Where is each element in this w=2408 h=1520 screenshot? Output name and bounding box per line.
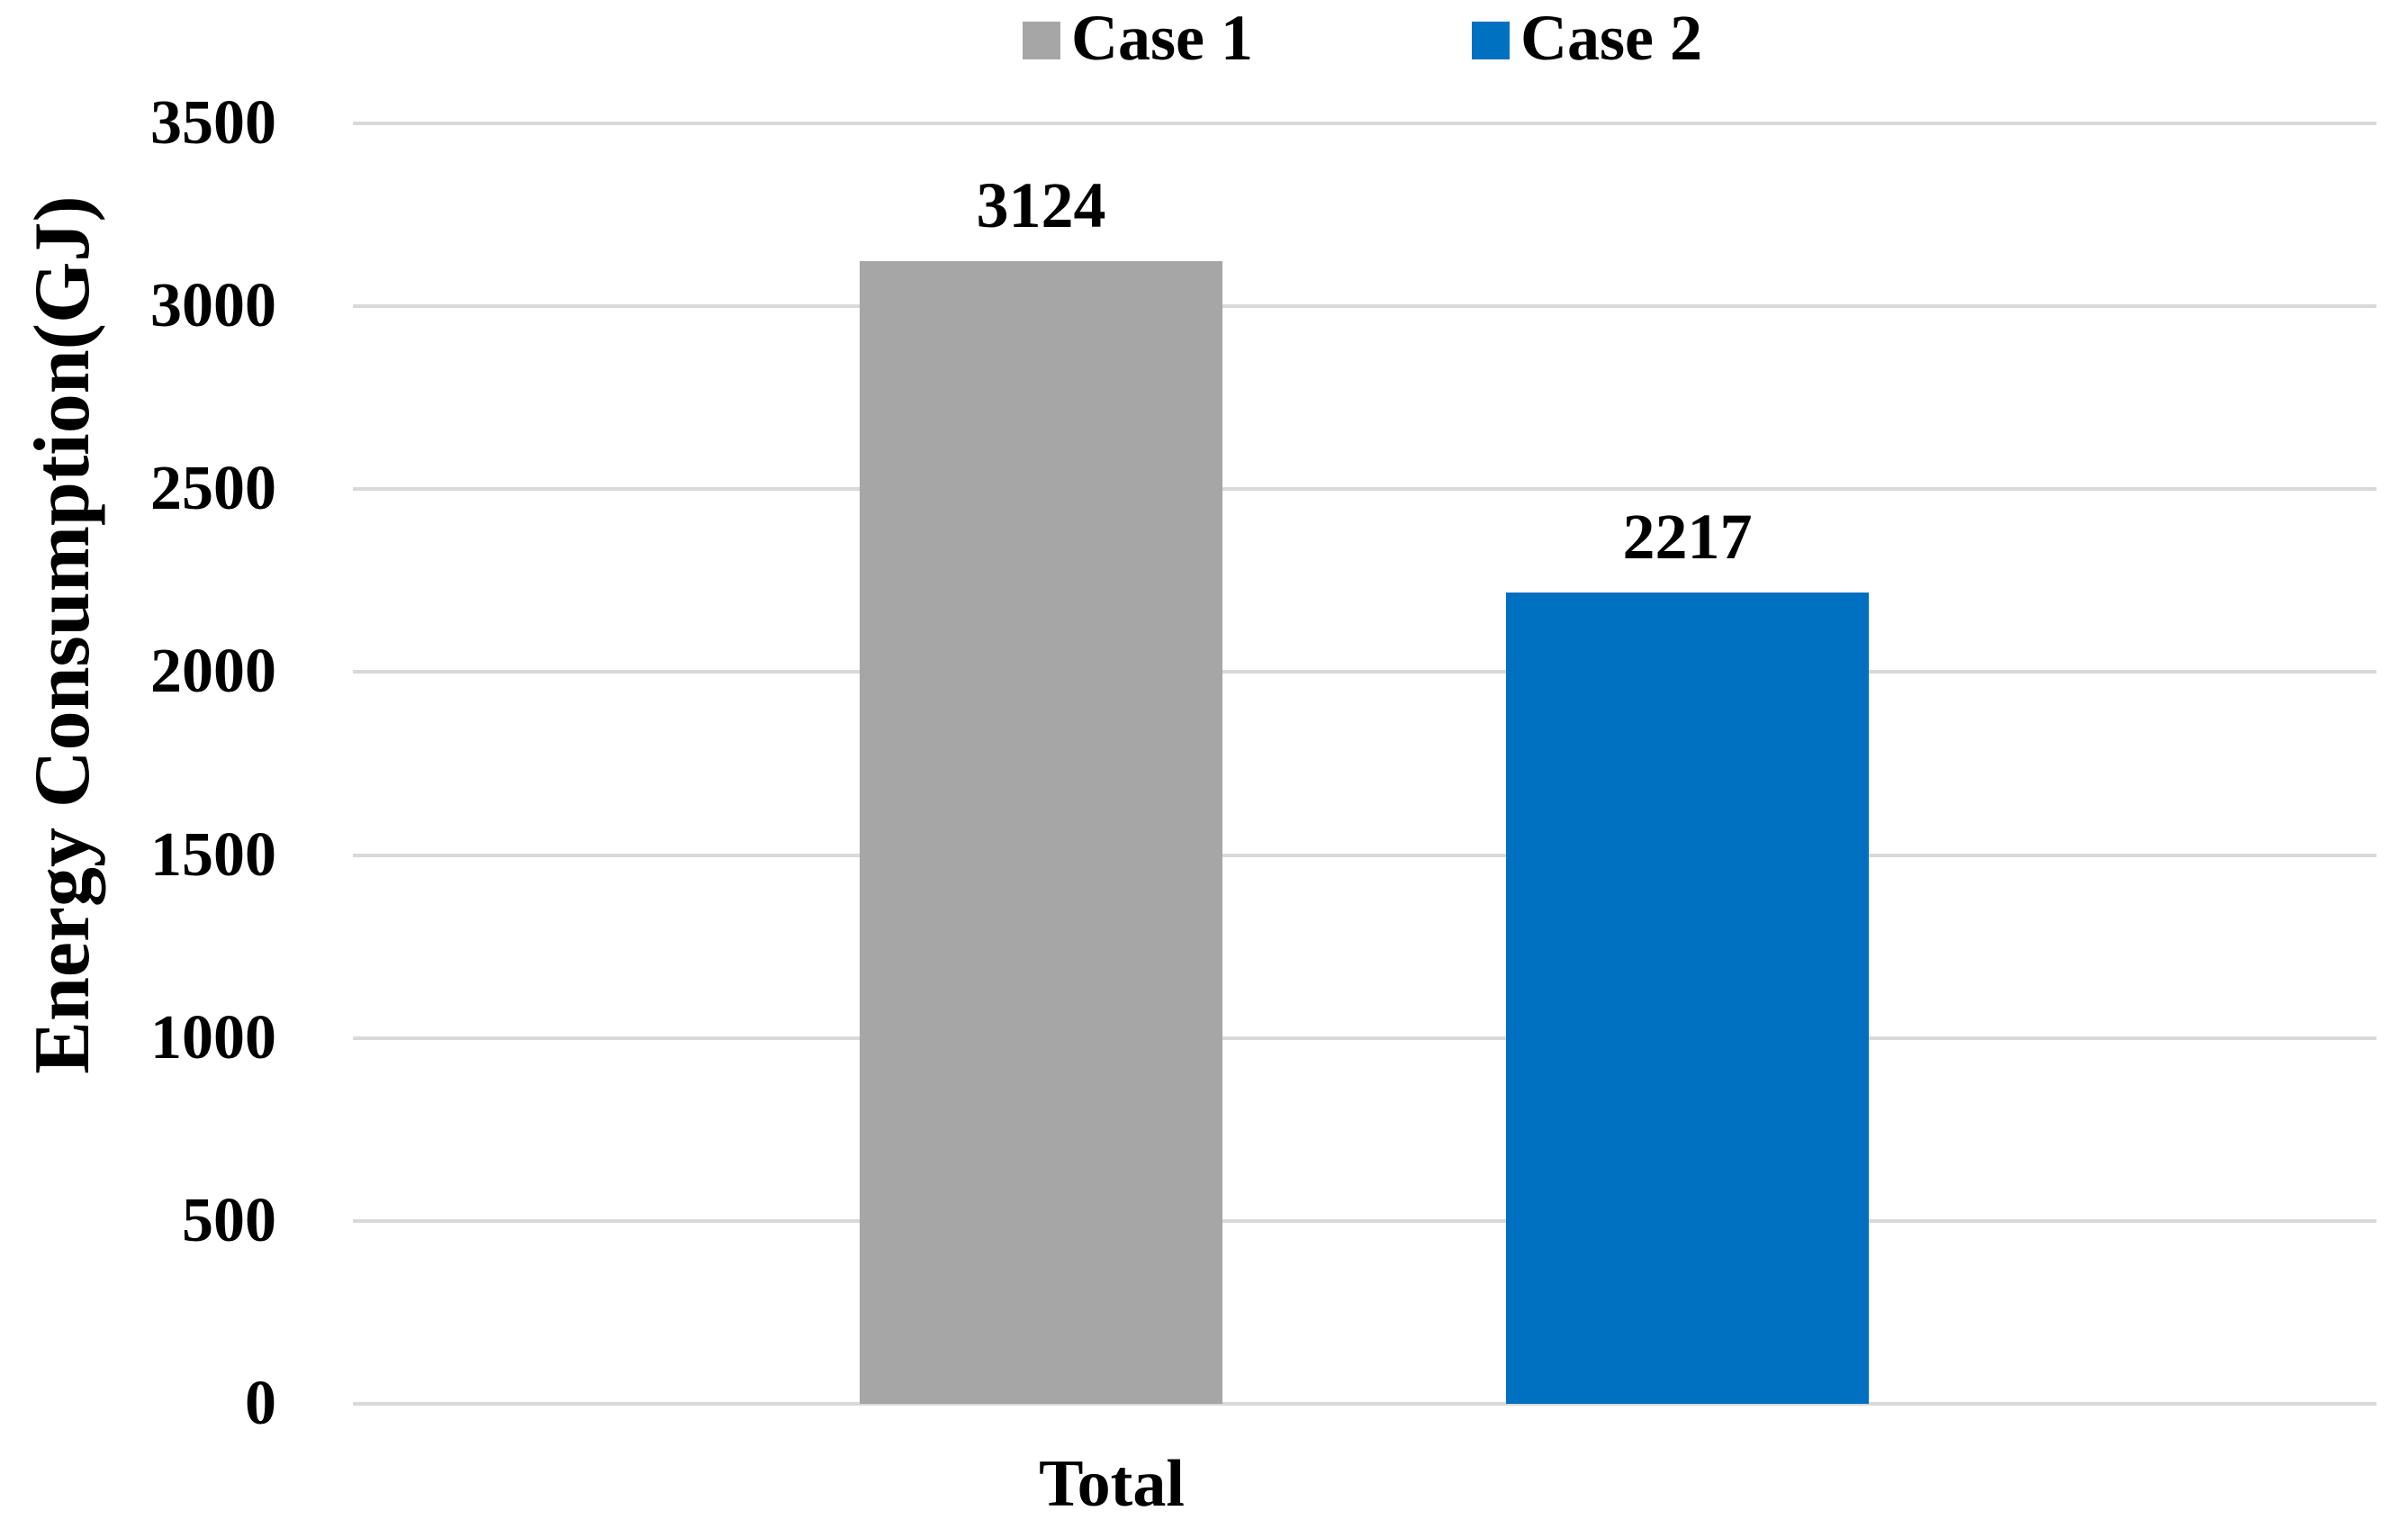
bar-value-label-case1: 3124 xyxy=(976,168,1106,241)
gridline xyxy=(353,487,2376,492)
y-tick-label: 500 xyxy=(182,1185,276,1255)
y-tick-label: 0 xyxy=(245,1369,276,1438)
x-category-label: Total xyxy=(1039,1447,1185,1520)
gridline xyxy=(353,853,2376,857)
gridline xyxy=(353,1036,2376,1040)
gridline xyxy=(353,1218,2376,1223)
bar-group-case2: 2217 xyxy=(1506,123,1869,1404)
y-tick-label: 3000 xyxy=(150,271,276,341)
y-tick-label: 3500 xyxy=(150,88,276,158)
legend-label-case2: Case 2 xyxy=(1520,2,1702,74)
gridline xyxy=(353,122,2376,125)
bar-case2 xyxy=(1506,593,1869,1404)
gridline xyxy=(353,670,2376,674)
bar-case1 xyxy=(860,260,1222,1404)
gridline xyxy=(353,304,2376,309)
bar-value-label-case2: 2217 xyxy=(1622,501,1753,574)
y-axis-ticks: 0 500 1000 1500 2000 2500 3000 3500 xyxy=(0,92,276,1435)
gridline xyxy=(353,1402,2376,1406)
y-tick-label: 2000 xyxy=(150,637,276,707)
legend-label-case1: Case 1 xyxy=(1071,2,1253,74)
plot-area: 3124 2217 xyxy=(353,122,2376,1406)
y-tick-label: 2500 xyxy=(150,454,276,524)
case2-legend-swatch-icon xyxy=(1472,22,1510,59)
legend-item-case1: Case 1 xyxy=(1023,5,1253,70)
case1-legend-swatch-icon xyxy=(1023,22,1060,59)
y-tick-label: 1000 xyxy=(150,1002,276,1072)
legend-item-case2: Case 2 xyxy=(1472,5,1702,70)
bar-group-case1: 3124 xyxy=(860,123,1222,1404)
y-tick-label: 1500 xyxy=(150,819,276,890)
